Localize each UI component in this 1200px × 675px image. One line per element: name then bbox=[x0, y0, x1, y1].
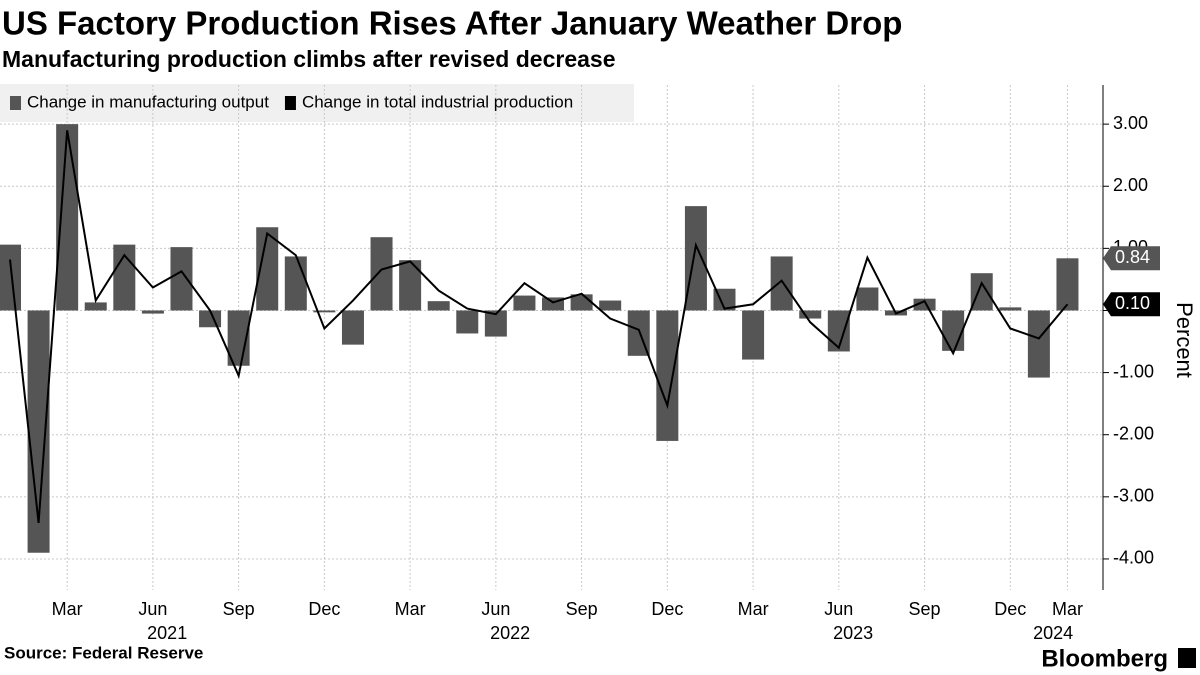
y-tick-label: -2.00 bbox=[1113, 423, 1154, 443]
bar bbox=[313, 310, 336, 313]
x-year-label: 2023 bbox=[833, 623, 873, 643]
bar bbox=[999, 307, 1022, 311]
chart-subtitle: Manufacturing production climbs after re… bbox=[2, 46, 616, 72]
x-year-label: 2022 bbox=[490, 623, 530, 643]
x-tick-label: Jun bbox=[824, 599, 853, 619]
end-tag bbox=[1103, 292, 1160, 317]
x-tick-label: Mar bbox=[738, 599, 769, 619]
bar bbox=[684, 206, 707, 311]
x-tick-label: Sep bbox=[223, 599, 255, 619]
y-tick-label: -1.00 bbox=[1113, 361, 1154, 381]
bar bbox=[484, 310, 507, 337]
bar bbox=[856, 287, 879, 311]
legend-label: Change in manufacturing output bbox=[27, 92, 269, 111]
x-tick-label: Sep bbox=[909, 599, 941, 619]
bar bbox=[770, 256, 793, 311]
legend-background bbox=[0, 84, 634, 122]
x-tick-label: Jun bbox=[138, 599, 167, 619]
chart-title: US Factory Production Rises After Januar… bbox=[2, 5, 902, 42]
bar bbox=[170, 247, 193, 311]
bar bbox=[427, 301, 450, 311]
x-tick-label: Mar bbox=[395, 599, 426, 619]
bar bbox=[913, 298, 936, 311]
bar bbox=[1056, 258, 1079, 311]
bar bbox=[284, 256, 307, 311]
bar bbox=[799, 310, 822, 319]
bar bbox=[942, 310, 965, 351]
x-tick-label: Dec bbox=[994, 599, 1026, 619]
x-tick-label: Dec bbox=[308, 599, 340, 619]
x-tick-label: Mar bbox=[52, 599, 83, 619]
y-tick-label: 3.00 bbox=[1113, 113, 1148, 133]
y-tick-label: 2.00 bbox=[1113, 175, 1148, 195]
bar bbox=[0, 244, 21, 311]
bar bbox=[513, 295, 536, 311]
y-tick-label: -3.00 bbox=[1113, 486, 1154, 506]
legend-swatch bbox=[284, 96, 296, 110]
brand: Bloomberg bbox=[1041, 645, 1168, 672]
line bbox=[9, 130, 1069, 524]
x-tick-label: Sep bbox=[566, 599, 598, 619]
bar bbox=[456, 310, 479, 334]
end-label: 0.84 bbox=[1115, 247, 1150, 267]
y-tick-label: -4.00 bbox=[1113, 548, 1154, 568]
x-tick-label: Dec bbox=[651, 599, 683, 619]
legend-label: Change in total industrial production bbox=[302, 92, 573, 111]
bar bbox=[656, 310, 679, 441]
bar bbox=[341, 310, 364, 345]
y-axis-label: Percent bbox=[1172, 302, 1197, 378]
bar bbox=[970, 273, 993, 311]
bar bbox=[1027, 310, 1050, 378]
bar bbox=[141, 310, 164, 314]
bar bbox=[399, 260, 422, 311]
legend-swatch bbox=[10, 96, 21, 110]
x-tick-label: Mar bbox=[1052, 599, 1083, 619]
x-year-label: 2021 bbox=[147, 623, 187, 643]
end-tag bbox=[1103, 246, 1160, 271]
bar bbox=[370, 237, 393, 311]
bar bbox=[599, 300, 622, 311]
bar bbox=[256, 227, 279, 311]
bar bbox=[827, 310, 850, 352]
bar bbox=[199, 310, 222, 328]
x-tick-label: Jun bbox=[481, 599, 510, 619]
bar bbox=[84, 302, 107, 311]
brand-icon bbox=[1178, 648, 1196, 668]
source: Source: Federal Reserve bbox=[4, 643, 203, 662]
bar bbox=[56, 124, 79, 311]
bar bbox=[742, 310, 765, 360]
x-year-label: 2024 bbox=[1033, 623, 1073, 643]
end-label: 0.10 bbox=[1115, 293, 1150, 313]
bar bbox=[27, 310, 50, 553]
